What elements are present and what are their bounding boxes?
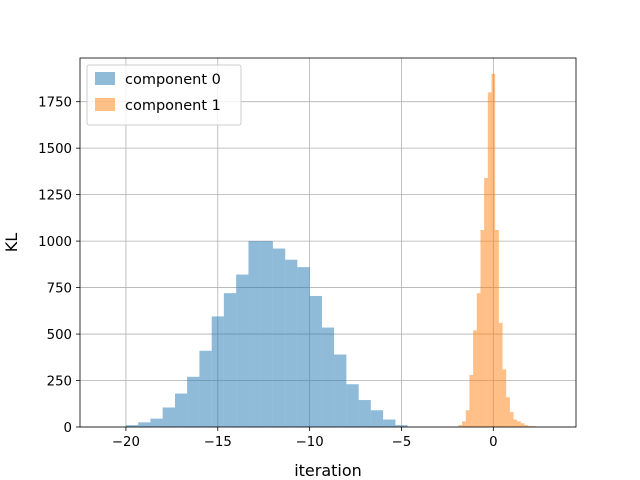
y-tick-label: 250 <box>47 375 72 390</box>
bar-series-1 <box>462 421 466 427</box>
bar-series-0 <box>211 316 224 427</box>
bar-series-0 <box>236 274 249 427</box>
bar-series-0 <box>309 295 322 427</box>
bar-series-1 <box>465 410 470 427</box>
legend: component 0 component 1 <box>86 64 242 126</box>
histogram-bars <box>125 73 540 427</box>
bar-series-0 <box>370 410 384 427</box>
bar-series-1 <box>513 419 518 427</box>
bar-series-0 <box>395 425 408 427</box>
bar-series-1 <box>517 421 521 427</box>
y-tick-label: 1250 <box>38 189 72 204</box>
y-tick-label: 500 <box>47 328 72 343</box>
bar-series-0 <box>248 241 261 427</box>
bar-series-0 <box>285 259 298 427</box>
legend-label: component 0 <box>125 72 221 88</box>
bar-series-0 <box>297 267 310 427</box>
x-tick-label: 0 <box>489 435 497 450</box>
bar-series-1 <box>502 369 507 427</box>
bar-series-0 <box>358 400 371 427</box>
x-tick-label: −15 <box>204 435 232 450</box>
bar-series-1 <box>495 229 499 427</box>
bar-series-1 <box>498 322 503 427</box>
bar-series-0 <box>187 376 200 427</box>
bar-series-0 <box>125 425 139 427</box>
bar-series-1 <box>473 330 477 427</box>
bar-series-0 <box>346 384 359 427</box>
legend-label: component 1 <box>125 98 221 114</box>
bar-series-0 <box>174 393 188 427</box>
bar-series-0 <box>260 241 273 427</box>
x-axis-label: iteration <box>294 461 362 480</box>
axis-ticks: −20 −15 −10 −5 0 0 250 500 750 1000 1250 1500 1750 <box>38 96 497 450</box>
bar-series-0 <box>272 248 286 427</box>
y-tick-label: 1000 <box>38 235 72 250</box>
bar-series-0 <box>150 418 163 427</box>
y-tick-label: 1750 <box>38 96 72 111</box>
bar-series-1 <box>487 92 492 427</box>
y-tick-label: 750 <box>47 282 72 297</box>
plot-area-frame <box>79 57 577 428</box>
bar-series-0 <box>321 327 335 427</box>
x-tick-label: −10 <box>296 435 324 450</box>
bar-series-1 <box>509 412 514 427</box>
x-tick-label: −5 <box>392 435 412 450</box>
bar-series-1 <box>480 229 485 427</box>
bar-series-1 <box>476 293 481 427</box>
bar-series-1 <box>469 374 474 427</box>
y-axis-label: KL <box>2 233 21 252</box>
bar-series-1 <box>506 397 510 427</box>
bar-series-0 <box>334 354 347 427</box>
bar-series-1 <box>491 73 496 427</box>
bar-series-0 <box>223 293 237 427</box>
y-tick-label: 0 <box>64 421 72 436</box>
y-tick-label: 1500 <box>38 142 72 157</box>
bar-series-0 <box>383 419 396 427</box>
bar-series-1 <box>520 423 525 427</box>
legend-swatch <box>95 98 115 111</box>
bar-series-0 <box>199 350 212 427</box>
x-tick-label: −20 <box>112 435 140 450</box>
bar-series-0 <box>138 422 151 427</box>
bar-series-1 <box>531 426 536 427</box>
legend-swatch <box>95 72 115 85</box>
bar-series-1 <box>524 425 529 427</box>
legend-box <box>86 64 242 126</box>
bar-series-1 <box>528 426 532 427</box>
bar-series-1 <box>484 177 488 427</box>
bar-series-0 <box>162 407 175 427</box>
bar-series-1 <box>458 425 463 427</box>
